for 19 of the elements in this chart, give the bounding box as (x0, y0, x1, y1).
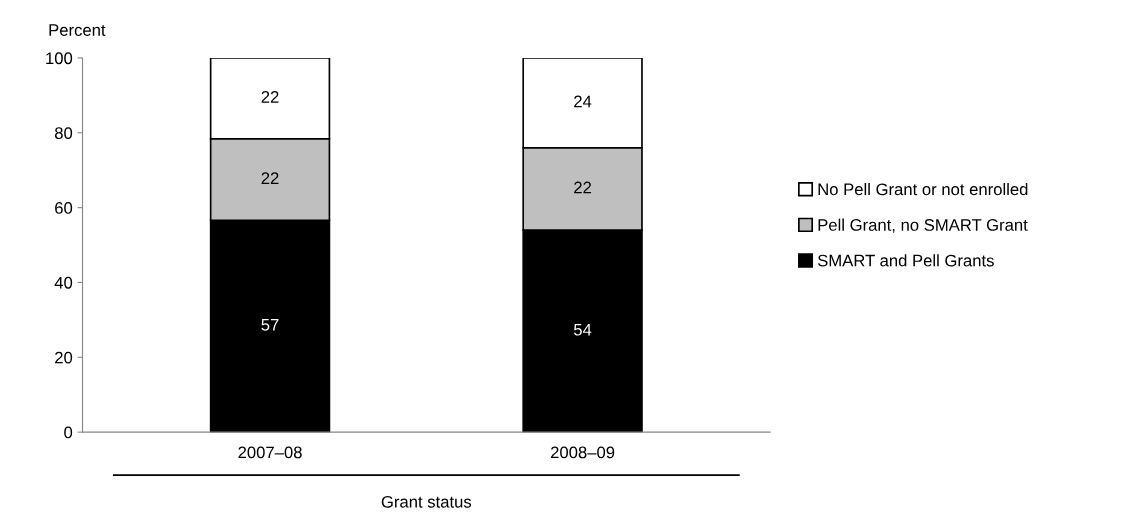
x-tick-label: 2007–08 (238, 446, 302, 459)
y-axis-title: Percent (49, 24, 106, 36)
x-tick-label: 2008–09 (550, 446, 615, 459)
data-label: 22 (261, 91, 279, 103)
y-tick-label: 0 (64, 426, 73, 439)
y-tick-label: 40 (54, 276, 73, 289)
data-label: 24 (574, 95, 592, 108)
x-axis-title: Grant status (381, 495, 472, 508)
y-tick-label: 60 (55, 202, 73, 214)
y-tick-label: 80 (54, 127, 73, 140)
data-label: 22 (261, 172, 279, 184)
data-label: 22 (574, 181, 592, 194)
y-tick-label: 100 (46, 52, 73, 65)
legend-label: Pell Grant, no SMART Grant (818, 218, 1028, 233)
data-label: 57 (261, 319, 279, 331)
legend-label: SMART and Pell Grants (817, 254, 994, 267)
y-tick-label: 20 (55, 351, 73, 364)
data-label: 54 (573, 323, 592, 336)
legend-label: No Pell Grant or not enrolled (818, 183, 1028, 196)
